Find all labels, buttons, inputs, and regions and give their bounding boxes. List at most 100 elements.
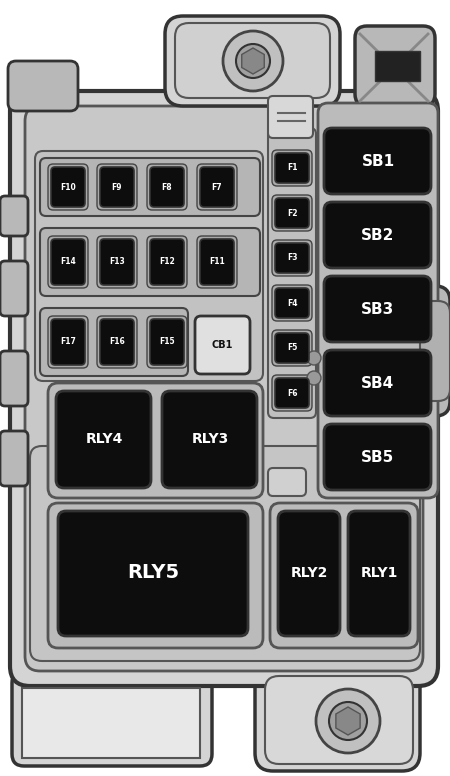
Text: SB2: SB2 (361, 227, 395, 242)
FancyBboxPatch shape (175, 23, 330, 98)
FancyBboxPatch shape (100, 239, 134, 285)
FancyBboxPatch shape (0, 431, 28, 486)
FancyBboxPatch shape (318, 103, 438, 498)
FancyBboxPatch shape (0, 196, 28, 236)
FancyBboxPatch shape (48, 383, 263, 498)
FancyBboxPatch shape (200, 167, 234, 207)
FancyBboxPatch shape (97, 164, 137, 210)
Text: RLY3: RLY3 (191, 432, 229, 446)
FancyBboxPatch shape (200, 239, 234, 285)
Text: F5: F5 (287, 344, 297, 352)
FancyBboxPatch shape (97, 316, 137, 368)
FancyBboxPatch shape (275, 198, 309, 228)
Text: SB5: SB5 (361, 449, 395, 465)
Text: F2: F2 (287, 209, 297, 217)
Text: F3: F3 (287, 254, 297, 262)
FancyBboxPatch shape (10, 91, 438, 686)
FancyBboxPatch shape (278, 511, 340, 636)
FancyBboxPatch shape (272, 240, 312, 276)
Text: SB1: SB1 (361, 154, 395, 168)
FancyBboxPatch shape (147, 236, 187, 288)
FancyBboxPatch shape (324, 202, 431, 268)
FancyBboxPatch shape (100, 319, 134, 365)
FancyBboxPatch shape (272, 150, 312, 186)
Text: F1: F1 (287, 164, 297, 172)
Bar (22, 688, 200, 758)
FancyBboxPatch shape (40, 158, 260, 216)
FancyBboxPatch shape (268, 128, 316, 418)
FancyBboxPatch shape (51, 239, 85, 285)
FancyBboxPatch shape (25, 106, 423, 671)
FancyBboxPatch shape (40, 308, 188, 376)
Text: F15: F15 (159, 338, 175, 347)
FancyBboxPatch shape (275, 288, 309, 318)
FancyBboxPatch shape (197, 236, 237, 288)
Text: SB4: SB4 (361, 376, 395, 390)
FancyBboxPatch shape (58, 511, 248, 636)
FancyBboxPatch shape (0, 261, 28, 316)
Text: F8: F8 (162, 182, 172, 192)
FancyBboxPatch shape (97, 236, 137, 288)
FancyBboxPatch shape (197, 164, 237, 210)
FancyBboxPatch shape (150, 167, 184, 207)
FancyBboxPatch shape (48, 236, 88, 288)
Text: CB1: CB1 (212, 340, 233, 350)
Polygon shape (336, 707, 360, 735)
Text: RLY5: RLY5 (127, 563, 179, 583)
FancyBboxPatch shape (272, 330, 312, 366)
FancyBboxPatch shape (150, 239, 184, 285)
Bar (375, 51, 420, 81)
FancyBboxPatch shape (270, 503, 418, 648)
FancyBboxPatch shape (100, 167, 134, 207)
Polygon shape (242, 48, 264, 74)
FancyBboxPatch shape (40, 228, 260, 296)
FancyBboxPatch shape (355, 26, 435, 106)
FancyBboxPatch shape (272, 375, 312, 411)
Text: RLY1: RLY1 (360, 566, 398, 580)
Text: F14: F14 (60, 258, 76, 266)
FancyBboxPatch shape (56, 391, 151, 488)
FancyBboxPatch shape (162, 391, 257, 488)
FancyBboxPatch shape (51, 167, 85, 207)
Circle shape (236, 44, 270, 78)
Circle shape (307, 351, 321, 365)
Circle shape (307, 371, 321, 385)
FancyBboxPatch shape (324, 276, 431, 342)
FancyBboxPatch shape (420, 301, 450, 401)
FancyBboxPatch shape (324, 424, 431, 490)
FancyBboxPatch shape (255, 666, 420, 771)
FancyBboxPatch shape (272, 285, 312, 321)
FancyBboxPatch shape (12, 671, 212, 766)
Text: F16: F16 (109, 338, 125, 347)
FancyBboxPatch shape (324, 128, 431, 194)
FancyBboxPatch shape (268, 96, 313, 138)
FancyBboxPatch shape (8, 61, 78, 111)
FancyBboxPatch shape (348, 511, 410, 636)
Text: F11: F11 (209, 258, 225, 266)
Text: F12: F12 (159, 258, 175, 266)
FancyBboxPatch shape (275, 243, 309, 273)
Text: F4: F4 (287, 299, 297, 307)
Circle shape (329, 702, 367, 740)
FancyBboxPatch shape (147, 164, 187, 210)
Text: RLY2: RLY2 (290, 566, 328, 580)
Text: SB3: SB3 (361, 302, 395, 317)
FancyBboxPatch shape (275, 153, 309, 183)
FancyBboxPatch shape (48, 316, 88, 368)
FancyBboxPatch shape (324, 350, 431, 416)
Text: F13: F13 (109, 258, 125, 266)
FancyBboxPatch shape (165, 16, 340, 106)
FancyBboxPatch shape (147, 316, 187, 368)
FancyBboxPatch shape (51, 319, 85, 365)
FancyBboxPatch shape (35, 151, 263, 381)
Text: F7: F7 (212, 182, 222, 192)
FancyBboxPatch shape (272, 195, 312, 231)
Text: F10: F10 (60, 182, 76, 192)
FancyBboxPatch shape (30, 446, 420, 661)
Text: F6: F6 (287, 389, 297, 397)
FancyBboxPatch shape (150, 319, 184, 365)
FancyBboxPatch shape (275, 378, 309, 408)
FancyBboxPatch shape (275, 333, 309, 363)
FancyBboxPatch shape (265, 676, 413, 764)
FancyBboxPatch shape (195, 316, 250, 374)
